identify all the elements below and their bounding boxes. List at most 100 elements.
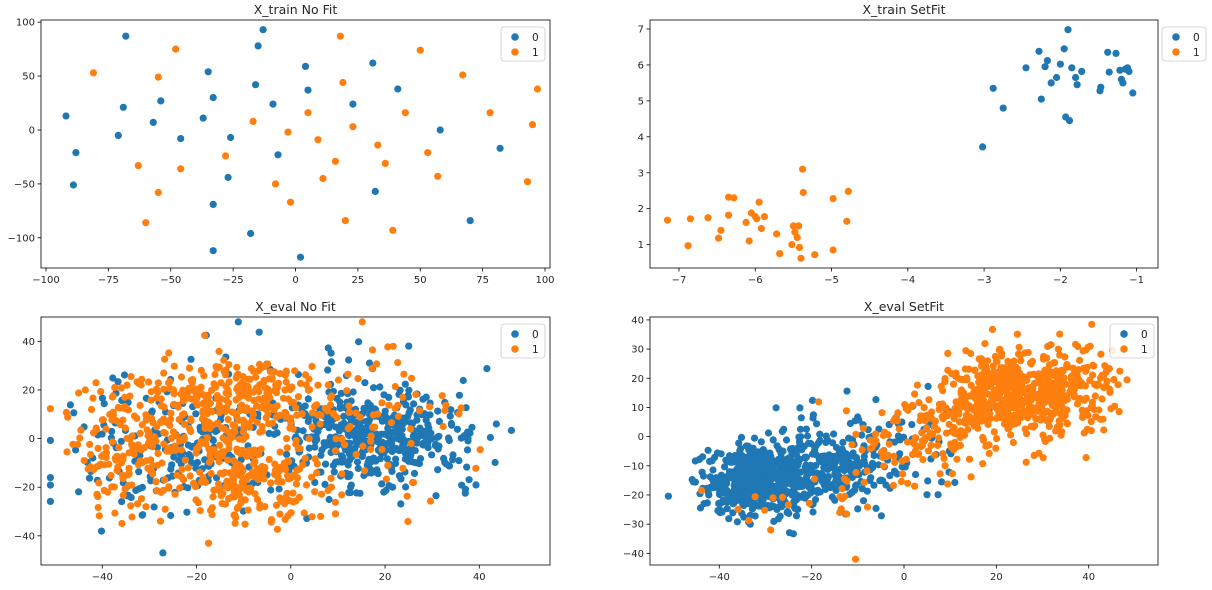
point-series-0 (507, 426, 515, 434)
point-series-0 (859, 497, 868, 505)
point-series-0 (354, 424, 362, 432)
point-series-0 (711, 453, 719, 461)
x-tick-label: 25 (352, 275, 365, 286)
point-series-0 (886, 472, 894, 480)
point-series-1 (272, 389, 280, 397)
point-series-1 (125, 449, 133, 457)
x-tick-label: −75 (98, 275, 119, 286)
point-series-1 (885, 440, 893, 448)
point-series-1 (324, 486, 332, 494)
point-series-1 (382, 475, 390, 483)
point-series-1 (142, 503, 150, 511)
point-series-1 (258, 423, 266, 431)
point-series-0 (870, 481, 878, 489)
y-tick-label: −40 (623, 549, 644, 560)
point-series-1 (878, 448, 886, 456)
points (663, 26, 1137, 262)
point-series-1 (997, 364, 1005, 372)
point-series-1 (149, 461, 157, 470)
point-series-1 (196, 468, 204, 476)
point-series-0 (349, 100, 357, 108)
point-series-1 (1098, 395, 1106, 403)
point-series-0 (818, 469, 826, 477)
point-series-1 (1040, 390, 1048, 398)
point-series-1 (272, 501, 281, 509)
point-series-0 (209, 94, 217, 102)
point-series-1 (385, 401, 393, 409)
point-series-1 (528, 121, 537, 129)
point-series-0 (362, 417, 370, 426)
point-series-1 (232, 514, 240, 522)
point-series-0 (330, 468, 338, 476)
point-series-0 (855, 416, 863, 424)
point-series-1 (152, 437, 160, 445)
point-series-1 (87, 450, 95, 459)
point-series-1 (283, 435, 291, 443)
point-series-1 (903, 438, 912, 446)
y-tick-label: 7 (638, 24, 644, 35)
point-series-0 (355, 338, 363, 346)
point-series-1 (1073, 372, 1081, 380)
x-tick-label: 0 (292, 275, 298, 286)
point-series-1 (359, 442, 367, 450)
point-series-1 (438, 392, 446, 400)
point-series-1 (1103, 377, 1111, 385)
point-series-0 (1104, 48, 1112, 56)
point-series-1 (367, 445, 375, 453)
point-series-0 (760, 447, 768, 455)
point-series-1 (308, 473, 316, 481)
point-series-0 (1105, 68, 1113, 76)
point-series-1 (324, 407, 332, 415)
point-series-1 (769, 494, 777, 502)
x-tick-label: −40 (709, 572, 730, 583)
point-series-1 (434, 172, 442, 180)
axes-frame (40, 19, 551, 269)
point-series-0 (737, 433, 746, 441)
x-tick-label: −1 (1129, 275, 1144, 286)
point-series-1 (404, 517, 412, 526)
point-series-1 (186, 472, 194, 480)
x-tick-label: −2 (1053, 275, 1068, 286)
point-series-0 (691, 457, 699, 465)
point-series-1 (215, 458, 223, 466)
point-series-1 (81, 386, 89, 394)
point-series-1 (1114, 381, 1122, 389)
axes-frame (649, 19, 1159, 269)
point-series-1 (282, 367, 290, 375)
point-series-1 (1041, 367, 1049, 375)
point-series-1 (288, 383, 296, 391)
point-series-1 (990, 403, 998, 411)
point-series-1 (952, 398, 960, 406)
point-series-1 (331, 498, 339, 506)
point-series-1 (730, 194, 738, 202)
point-series-0 (777, 486, 785, 494)
point-series-1 (173, 401, 182, 409)
point-series-0 (816, 430, 824, 438)
point-series-1 (941, 462, 949, 470)
point-series-0 (924, 382, 932, 390)
point-series-0 (434, 466, 442, 474)
point-series-1 (1089, 371, 1097, 379)
point-series-0 (184, 441, 192, 449)
point-series-1 (253, 495, 262, 504)
point-series-1 (974, 417, 982, 425)
point-series-1 (992, 444, 1000, 452)
point-series-1 (345, 402, 353, 410)
point-series-0 (355, 436, 363, 444)
point-series-0 (385, 393, 393, 401)
point-series-0 (777, 450, 785, 458)
point-series-1 (229, 476, 237, 484)
point-series-1 (249, 117, 257, 125)
point-series-1 (159, 486, 167, 494)
point-series-1 (261, 384, 269, 392)
point-series-1 (761, 506, 769, 514)
point-series-1 (304, 109, 312, 117)
point-series-0 (301, 62, 310, 70)
point-series-0 (845, 434, 853, 442)
point-series-1 (663, 216, 672, 224)
point-series-1 (197, 366, 205, 374)
point-series-1 (281, 462, 289, 471)
point-series-1 (180, 436, 188, 444)
point-series-1 (872, 430, 880, 438)
point-series-1 (352, 409, 360, 417)
